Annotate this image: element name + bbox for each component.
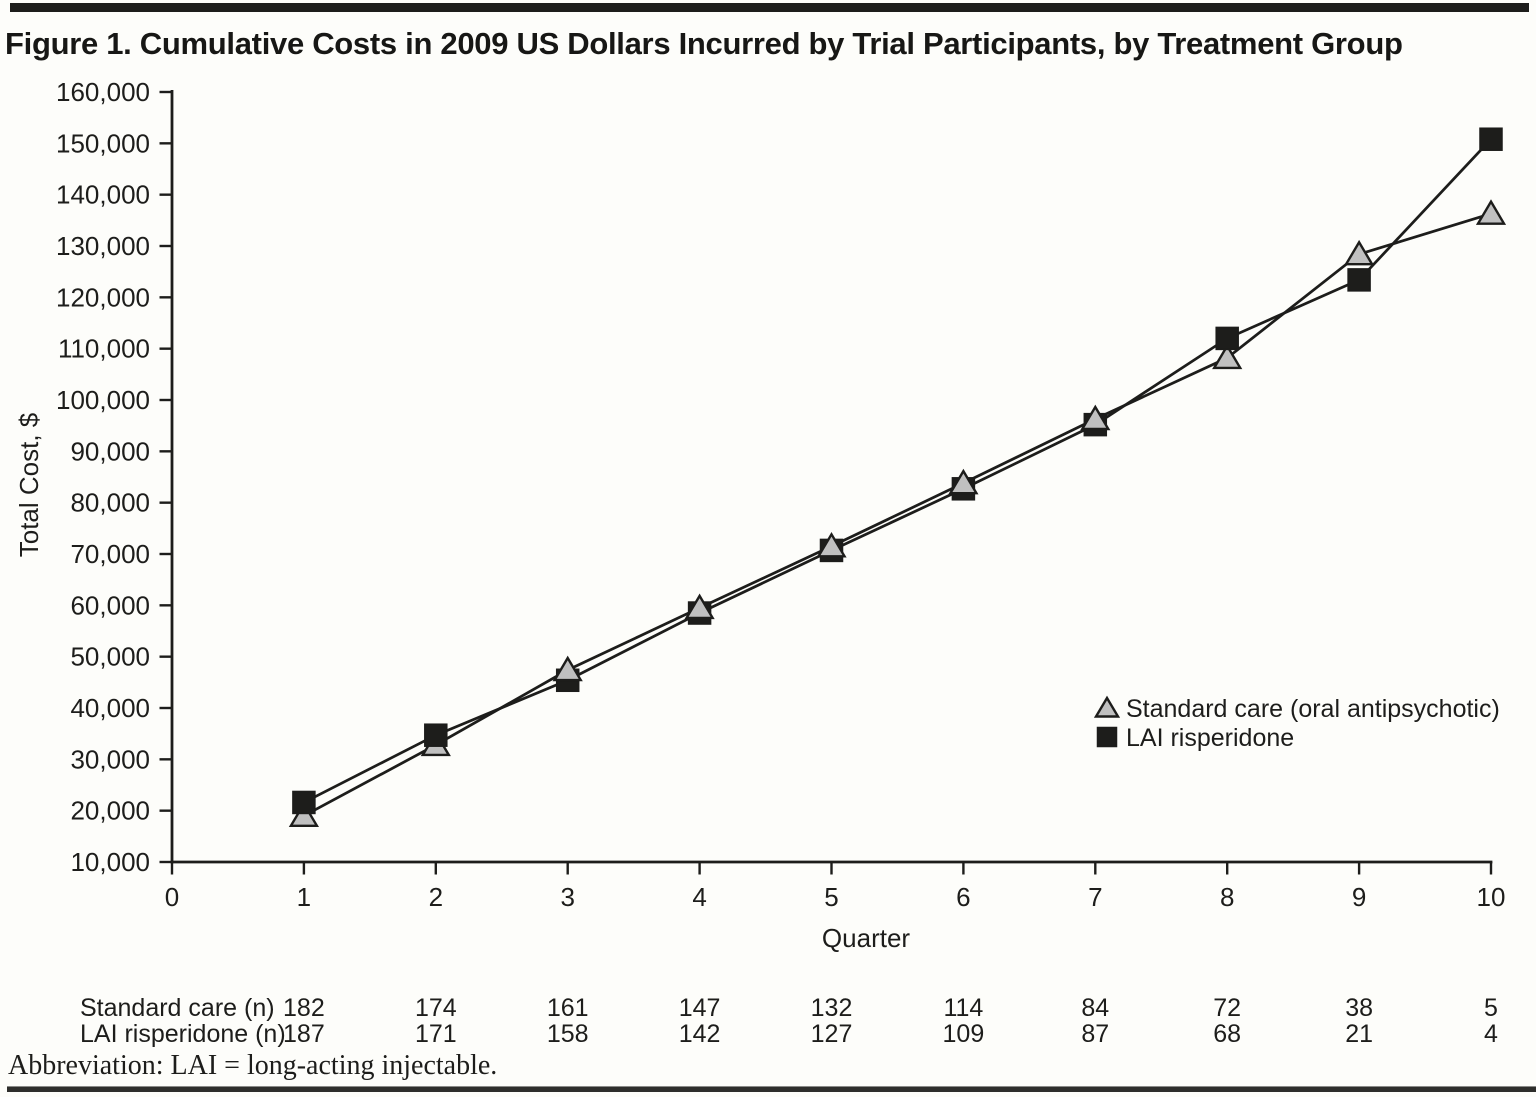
counts-value-q10: 5 [1484,994,1498,1022]
y-tick-label: 30,000 [70,744,150,774]
x-tick-label: 5 [824,882,838,912]
counts-value-q5: 132 [811,994,853,1022]
marker-triangle-q6 [948,468,979,495]
top-rule [10,3,1529,12]
marker-triangle-q5 [816,531,847,558]
y-tick-label: 20,000 [70,796,150,826]
counts-value-q9: 38 [1345,994,1373,1022]
y-tick-label: 150,000 [56,128,150,158]
y-tick-label: 60,000 [70,590,150,620]
counts-value-q4: 147 [679,994,721,1022]
counts-row-label: Standard care (n) [80,994,275,1022]
x-tick-label: 6 [956,882,970,912]
marker-triangle-q3 [552,655,583,682]
marker-square-q1 [292,790,316,815]
counts-value-q5: 127 [811,1020,853,1048]
y-tick-label: 40,000 [70,693,150,723]
legend-triangle-swatch [1093,695,1121,718]
y-tick-label: 130,000 [56,231,150,261]
y-tick-label: 50,000 [70,642,150,672]
counts-value-q8: 72 [1213,994,1241,1022]
y-axis-title: Total Cost, $ [14,412,44,557]
y-tick-label: 140,000 [56,180,150,210]
x-tick-label: 1 [297,882,311,912]
y-tick-label: 110,000 [58,334,150,364]
marker-square-q9 [1347,268,1371,292]
counts-row-label: LAI risperidone (n) [80,1020,286,1048]
y-tick-label: 90,000 [70,436,150,466]
counts-value-q4: 142 [679,1020,721,1048]
y-tick-label: 10,000 [70,847,150,877]
x-tick-label: 3 [560,882,574,912]
bottom-rule [7,1086,1536,1092]
marker-triangle-q7 [1080,404,1111,431]
marker-square-q10 [1479,127,1503,151]
counts-value-q1: 187 [283,1020,325,1048]
y-tick-label: 80,000 [70,488,150,518]
y-tick-label: 70,000 [70,539,150,569]
counts-value-q3: 158 [547,1020,589,1048]
x-tick-label: 8 [1220,882,1234,912]
y-tick-label: 120,000 [56,282,150,312]
counts-value-q1: 182 [283,994,325,1022]
marker-square-q8 [1215,326,1239,351]
x-tick-label: 2 [429,882,443,912]
marker-triangle-q10 [1475,199,1507,225]
x-tick-label: 7 [1088,882,1102,912]
marker-triangle-q9 [1343,239,1375,266]
legend-label: LAI risperidone [1126,724,1294,752]
abbreviation-note: Abbreviation: LAI = long-acting injectab… [8,1050,498,1081]
figure-title: Figure 1. Cumulative Costs in 2009 US Do… [5,26,1403,61]
x-tick-label: 9 [1352,882,1366,912]
x-axis-title: Quarter [822,923,910,953]
counts-value-q2: 174 [415,994,457,1022]
marker-triangle-q8 [1212,343,1243,370]
counts-value-q7: 87 [1081,1020,1109,1048]
counts-value-q6: 114 [943,994,983,1022]
series-line-standard-care [303,212,1492,818]
marker-triangle-q4 [684,593,715,620]
counts-value-q2: 171 [415,1020,457,1048]
y-tick-label: 100,000 [56,385,150,415]
x-tick-label: 0 [165,882,179,912]
legend-square-swatch [1096,726,1118,748]
marker-square-q2 [424,723,448,747]
marker-triangle-q1 [288,801,320,827]
counts-value-q6: 109 [943,1020,985,1048]
series-line-lai-risperidone [303,138,1493,804]
x-tick-label: 4 [692,882,706,912]
counts-value-q8: 68 [1213,1020,1241,1048]
legend-label: Standard care (oral antipsychotic) [1126,695,1500,723]
x-tick-label: 10 [1477,882,1506,912]
counts-value-q7: 84 [1081,994,1109,1022]
y-tick-label: 160,000 [56,77,150,107]
counts-value-q3: 161 [547,994,589,1022]
counts-value-q9: 21 [1345,1020,1373,1048]
counts-value-q10: 4 [1484,1020,1498,1048]
